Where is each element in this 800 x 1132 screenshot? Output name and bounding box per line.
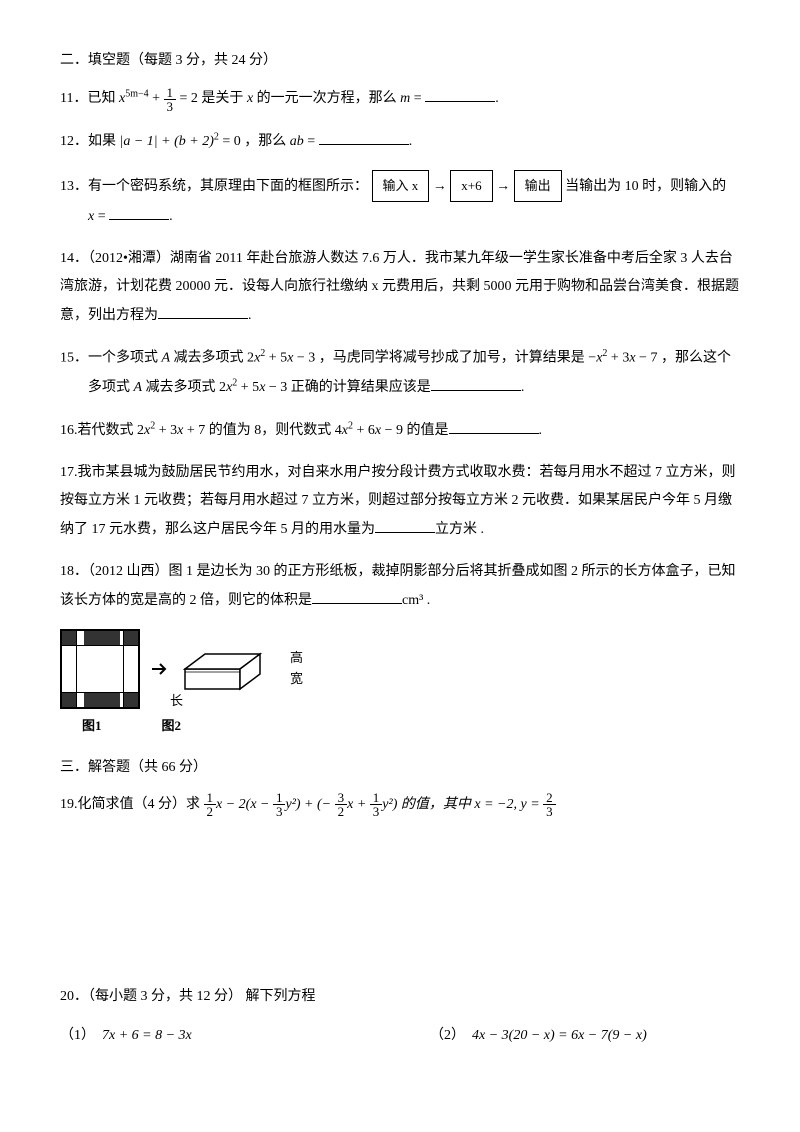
figure-2-cuboid (180, 639, 280, 699)
q13-pre: 13．有一个密码系统，其原理由下面的框图所示： (60, 179, 368, 194)
q12-blank (319, 127, 409, 145)
q13-eq: = (94, 209, 109, 224)
q20-1: （1） 7x + 6 = 8 − 3x (60, 1025, 370, 1047)
q15-m5: − 7 ，那么这个 (636, 351, 731, 366)
question-17: 17.我市某县城为鼓励居民节约用水，对自来水用户按分段计费方式收取水费：若每月用… (60, 459, 740, 544)
section-2-header: 二．填空题（每题 3 分，共 24 分） (60, 50, 740, 72)
q19-f3: 32 (335, 791, 348, 818)
spacer (60, 833, 740, 983)
q11-frac: 13 (164, 86, 177, 113)
q19-p4: y²) 的值，其中 x = −2, y = (382, 797, 543, 812)
q12-eq0: = 0 ，那么 (219, 134, 290, 149)
q11-end: . (495, 91, 499, 106)
q13-mid: 当输出为 10 时，则输入的 (565, 179, 726, 194)
q14-end: . (248, 308, 252, 323)
q11-text: 11．已知 (60, 91, 119, 106)
q13-box-input: 输入 x (372, 170, 430, 202)
q15-l2pre: 多项式 (88, 380, 134, 395)
q15-A: A (162, 351, 171, 366)
question-14: 14．（2012•湘潭）湖南省 2011 年赴台旅游人数达 7.6 万人．我市某… (60, 245, 740, 330)
q11-eqsign: = (410, 91, 425, 106)
figure-1-square (60, 629, 140, 709)
q12-end: . (409, 134, 413, 149)
q15-line2: 多项式 A 减去多项式 2x2 + 5x − 3 正确的计算结果应该是. (60, 373, 740, 402)
q15-l2end: − 3 正确的计算结果应该是 (265, 380, 430, 395)
q19-pre: 19.化简求值（4 分）求 (60, 797, 204, 812)
q13-blank (109, 202, 169, 220)
q11-mid: 的一元一次方程，那么 (253, 91, 400, 106)
q20-2-label: （2） (430, 1028, 465, 1043)
q11-eq: = 2 是关于 (176, 91, 247, 106)
q15-m2: + 5 (265, 351, 287, 366)
q11-exp: 5m−4 (125, 89, 148, 100)
q16-m2: + 7 的值为 8，则代数式 4 (183, 423, 341, 438)
q19-f5: 23 (543, 791, 556, 818)
q12-eqsign: = (304, 134, 319, 149)
q15-m2b: + 5 (237, 380, 259, 395)
q18-unit: cm³ . (402, 593, 430, 608)
fig-label-1: 图1 (82, 716, 102, 737)
arrow-icon (150, 659, 170, 679)
question-13: 13．有一个密码系统，其原理由下面的框图所示： 输入 x → x+6 → 输出 … (60, 170, 740, 231)
q20-2-eq: 4x − 3(20 − x) = 6x − 7(9 − x) (472, 1028, 647, 1043)
q11-plus: + (149, 91, 164, 106)
q16-m4: − 9 的值是 (381, 423, 448, 438)
q11-blank (425, 84, 495, 102)
cuboid-labels: 高 宽 (290, 648, 303, 690)
q15-A2: A (134, 380, 143, 395)
q12-pre: 12．如果 (60, 134, 120, 149)
q19-p1: x − 2(x − (216, 797, 273, 812)
q19-f1: 12 (204, 791, 217, 818)
question-20-subs: （1） 7x + 6 = 8 − 3x （2） 4x − 3(20 − x) =… (60, 1025, 740, 1047)
question-20-header: 20．（每小题 3 分，共 12 分） 解下列方程 (60, 983, 740, 1011)
q20-1-label: （1） (60, 1028, 95, 1043)
question-15: 15．一个多项式 A 减去多项式 2x2 + 5x − 3 ，马虎同学将减号抄成… (60, 344, 740, 402)
q13-line2: x = . (60, 202, 740, 231)
q15-m3: − 3 ，马虎同学将减号抄成了加号，计算结果是 − (293, 351, 596, 366)
q20-2: （2） 4x − 3(20 − x) = 6x − 7(9 − x) (430, 1025, 740, 1047)
question-18: 18．（2012 山西）图 1 是边长为 30 的正方形纸板，裁掉阴影部分后将其… (60, 558, 740, 615)
question-12: 12．如果 |a − 1| + (b + 2)2 = 0 ，那么 ab = . (60, 127, 740, 156)
question-11: 11．已知 x5m−4 + 13 = 2 是关于 x 的一元一次方程，那么 m … (60, 84, 740, 113)
q15-l2mid: 减去多项式 2 (142, 380, 226, 395)
fig-label-2: 图2 (162, 716, 182, 737)
q18-blank (312, 586, 402, 604)
q17-blank (375, 515, 435, 533)
figure-q18: 高 宽 长 图1 图2 (60, 629, 740, 737)
q16-end: . (539, 423, 543, 438)
q12-ab: ab (290, 134, 304, 149)
q16-m1: + 3 (155, 423, 177, 438)
q13-end: . (169, 209, 173, 224)
q16-blank (449, 416, 539, 434)
q13-arrow-1: → (433, 179, 451, 194)
q16-m3: + 6 (353, 423, 375, 438)
q19-f2: 13 (273, 791, 286, 818)
q13-arrow-2: → (496, 179, 514, 194)
q15-end: . (521, 380, 525, 395)
q15-m4: + 3 (607, 351, 629, 366)
section-3-header: 三．解答题（共 66 分） (60, 757, 740, 779)
question-19: 19.化简求值（4 分）求 12x − 2(x − 13y²) + (− 32x… (60, 791, 740, 819)
q12-abs: |a − 1| + (b + 2) (120, 134, 214, 149)
question-16: 16.若代数式 2x2 + 3x + 7 的值为 8，则代数式 4x2 + 6x… (60, 416, 740, 445)
q11-m: m (400, 91, 410, 106)
q15-blank (431, 373, 521, 391)
q19-p3: x + (347, 797, 370, 812)
q19-f4: 13 (370, 791, 383, 818)
q13-box-output: 输出 (514, 170, 562, 202)
q16-pre: 16.若代数式 2 (60, 423, 144, 438)
q13-box-op: x+6 (450, 170, 492, 202)
q14-blank (158, 301, 248, 319)
q15-pre: 15．一个多项式 (60, 351, 162, 366)
q15-m1: 减去多项式 2 (170, 351, 254, 366)
q19-p2: y²) + (− (285, 797, 334, 812)
q17-unit: 立方米 . (435, 522, 484, 537)
label-kuan: 宽 (290, 669, 303, 690)
q20-1-eq: 7x + 6 = 8 − 3x (102, 1028, 192, 1043)
label-gao: 高 (290, 648, 303, 669)
